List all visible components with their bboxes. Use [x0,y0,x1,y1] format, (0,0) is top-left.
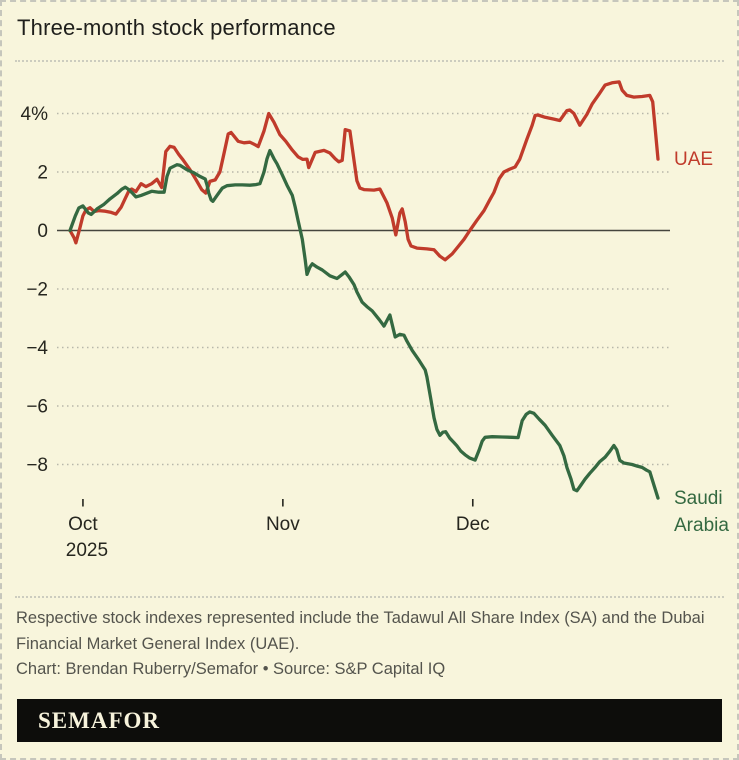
y-axis-label: −4 [26,338,48,359]
x-axis-label: Dec [456,514,490,535]
y-axis-label: −8 [26,455,48,476]
series-label: Arabia [674,515,729,536]
y-axis-label: 4% [21,104,49,125]
y-axis-label: −2 [26,280,48,301]
x-axis-label: Nov [266,514,300,535]
x-axis-year-label: 2025 [66,540,108,561]
y-axis-label: 2 [37,163,48,184]
semafor-brand-bar: SEMAFOR [17,699,722,742]
semafor-wordmark: SEMAFOR [38,707,160,733]
page-title: Three-month stock performance [17,15,336,40]
chart-credit: Chart: Brendan Ruberry/Semafor • Source:… [16,660,446,678]
saudi-arabia-line [68,148,660,500]
chart-footnote: Respective stock indexes represented inc… [16,609,705,653]
title-separator [15,60,724,62]
uae-line [68,80,660,262]
footer-separator [15,596,724,598]
y-axis-label: −6 [26,397,48,418]
stock-performance-chart: 4% 2 0 −2 −4 −6 −8 Oct 2025 Nov Dec UAE Saudi Arabia [21,80,729,561]
series-label: Saudi [674,488,723,509]
y-axis-label: 0 [37,221,48,242]
series-label: UAE [674,149,713,170]
x-axis-label: Oct [68,514,98,535]
